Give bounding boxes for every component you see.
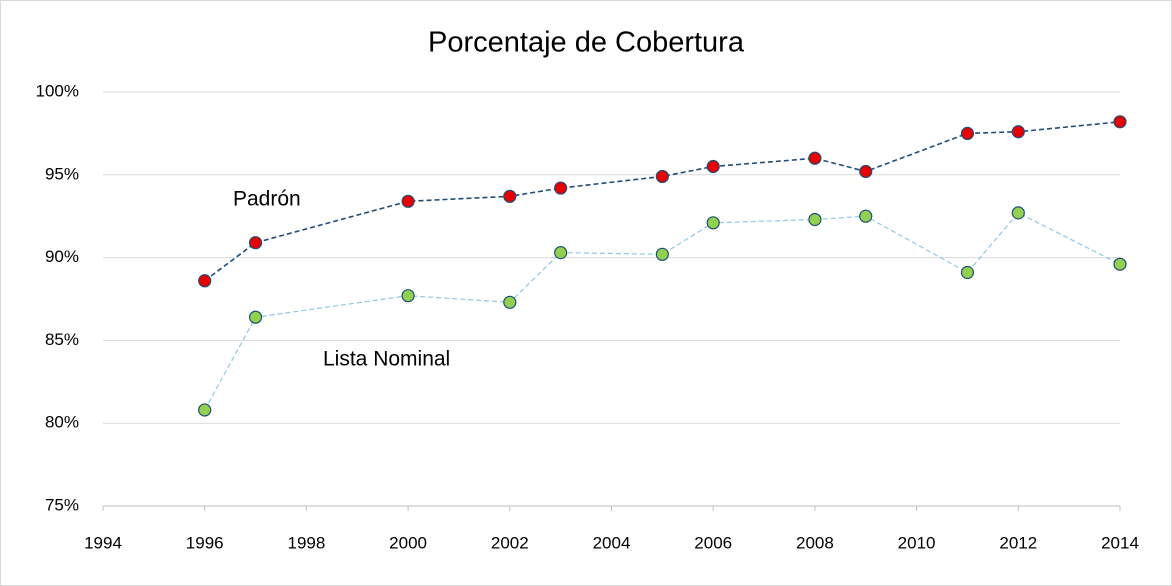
series-marker bbox=[655, 247, 669, 261]
series-marker bbox=[808, 212, 822, 227]
series-marker bbox=[808, 151, 822, 165]
series-label: Padrón bbox=[233, 188, 301, 211]
series-marker bbox=[960, 265, 975, 280]
y-tick-label: 95% bbox=[45, 164, 79, 183]
x-tick-label: 2000 bbox=[389, 533, 427, 552]
series-marker bbox=[859, 164, 873, 179]
x-tick-label: 1998 bbox=[287, 533, 325, 552]
x-tick-label: 1996 bbox=[186, 533, 224, 552]
series-marker bbox=[1113, 115, 1127, 129]
x-tick-label: 1994 bbox=[84, 533, 122, 552]
series-marker bbox=[198, 403, 212, 417]
x-tick-label: 2004 bbox=[593, 533, 631, 552]
series-marker bbox=[198, 274, 212, 288]
series-label: Lista Nominal bbox=[323, 348, 450, 371]
series-marker bbox=[1011, 125, 1025, 139]
x-tick-label: 2012 bbox=[999, 533, 1037, 552]
y-tick-label: 80% bbox=[45, 413, 79, 432]
series-marker bbox=[401, 289, 415, 303]
series-marker bbox=[960, 126, 975, 140]
series-marker bbox=[706, 159, 720, 174]
series-line bbox=[204, 121, 1121, 282]
y-tick-label: 90% bbox=[45, 247, 79, 266]
x-tick-label: 2010 bbox=[898, 533, 936, 552]
x-tick-label: 2008 bbox=[796, 533, 834, 552]
x-tick-label: 2006 bbox=[694, 533, 732, 552]
series-marker bbox=[859, 209, 873, 223]
series-marker bbox=[1113, 257, 1127, 271]
series-marker bbox=[248, 310, 263, 324]
series-marker bbox=[554, 246, 568, 260]
series-marker bbox=[1011, 206, 1025, 220]
series-marker bbox=[248, 236, 263, 250]
x-tick-label: 2002 bbox=[491, 533, 529, 552]
series-marker bbox=[554, 181, 568, 195]
x-tick-label: 2014 bbox=[1101, 533, 1139, 552]
y-tick-label: 100% bbox=[36, 81, 79, 100]
series-marker bbox=[655, 169, 669, 184]
series-line bbox=[204, 212, 1121, 411]
y-tick-label: 85% bbox=[45, 330, 79, 349]
series-marker bbox=[706, 216, 720, 230]
y-tick-label: 75% bbox=[45, 495, 79, 514]
chart-title: Porcentaje de Cobertura bbox=[428, 27, 745, 59]
series-marker bbox=[503, 189, 517, 203]
series-marker bbox=[401, 194, 415, 208]
series-marker bbox=[503, 295, 517, 309]
